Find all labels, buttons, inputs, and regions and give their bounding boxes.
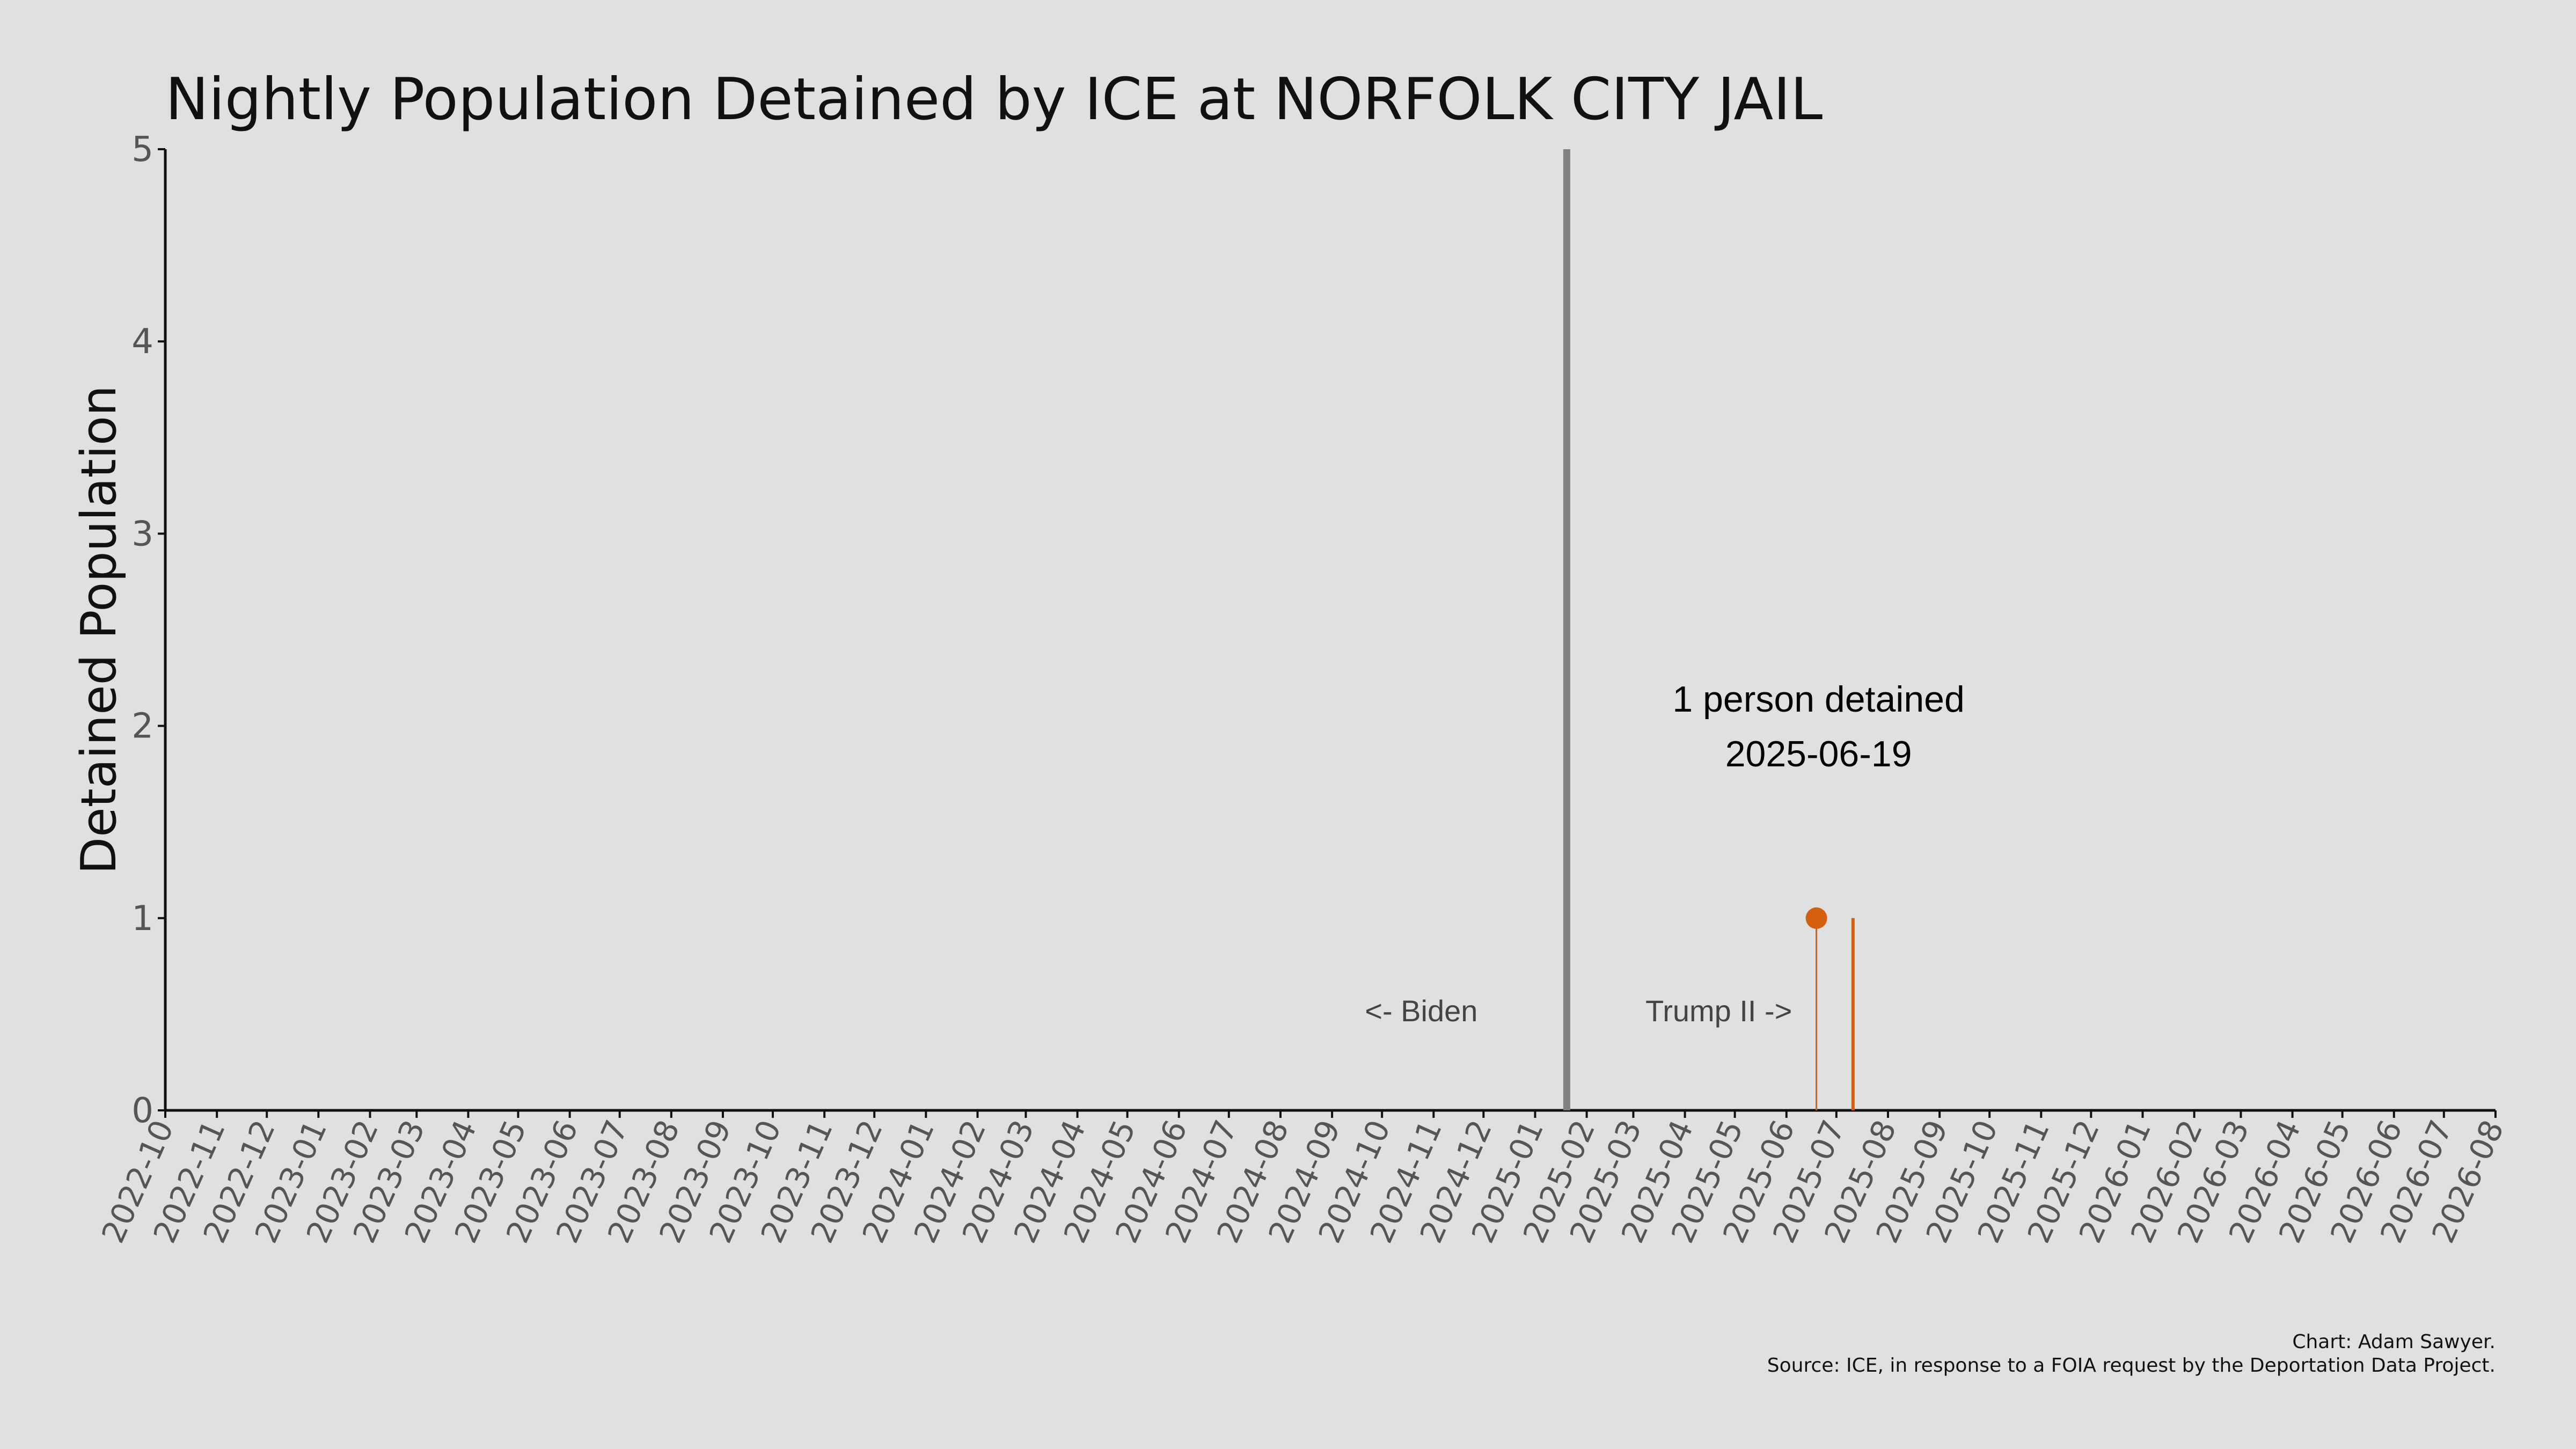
- y-axis-label: Detained Population: [71, 385, 127, 874]
- chart-title: Nightly Population Detained by ICE at NO…: [165, 66, 1823, 133]
- annotation-layer: 1 person detained 2025-06-19 <- Biden Tr…: [1365, 679, 1965, 1028]
- highlight-date-label: 2025-06-19: [1725, 734, 1912, 774]
- series-layer: [1805, 907, 1855, 1110]
- chart-credit: Chart: Adam Sawyer.: [2292, 1331, 2496, 1353]
- trump-era-label: Trump II ->: [1645, 994, 1792, 1028]
- y-tick-label: 2: [131, 707, 153, 747]
- y-tick-label: 0: [131, 1091, 153, 1131]
- y-tick-label: 3: [131, 514, 153, 554]
- highlight-marker: [1805, 907, 1827, 929]
- y-tick-label: 1: [131, 899, 153, 939]
- biden-era-label: <- Biden: [1365, 994, 1477, 1028]
- y-tick-label: 5: [131, 130, 153, 170]
- highlight-count-label: 1 person detained: [1672, 679, 1964, 720]
- chart-source: Source: ICE, in response to a FOIA reque…: [1767, 1355, 2496, 1377]
- y-tick-label: 4: [131, 322, 153, 362]
- axes: 0123452022-102022-112022-122023-012023-0…: [94, 130, 2511, 1248]
